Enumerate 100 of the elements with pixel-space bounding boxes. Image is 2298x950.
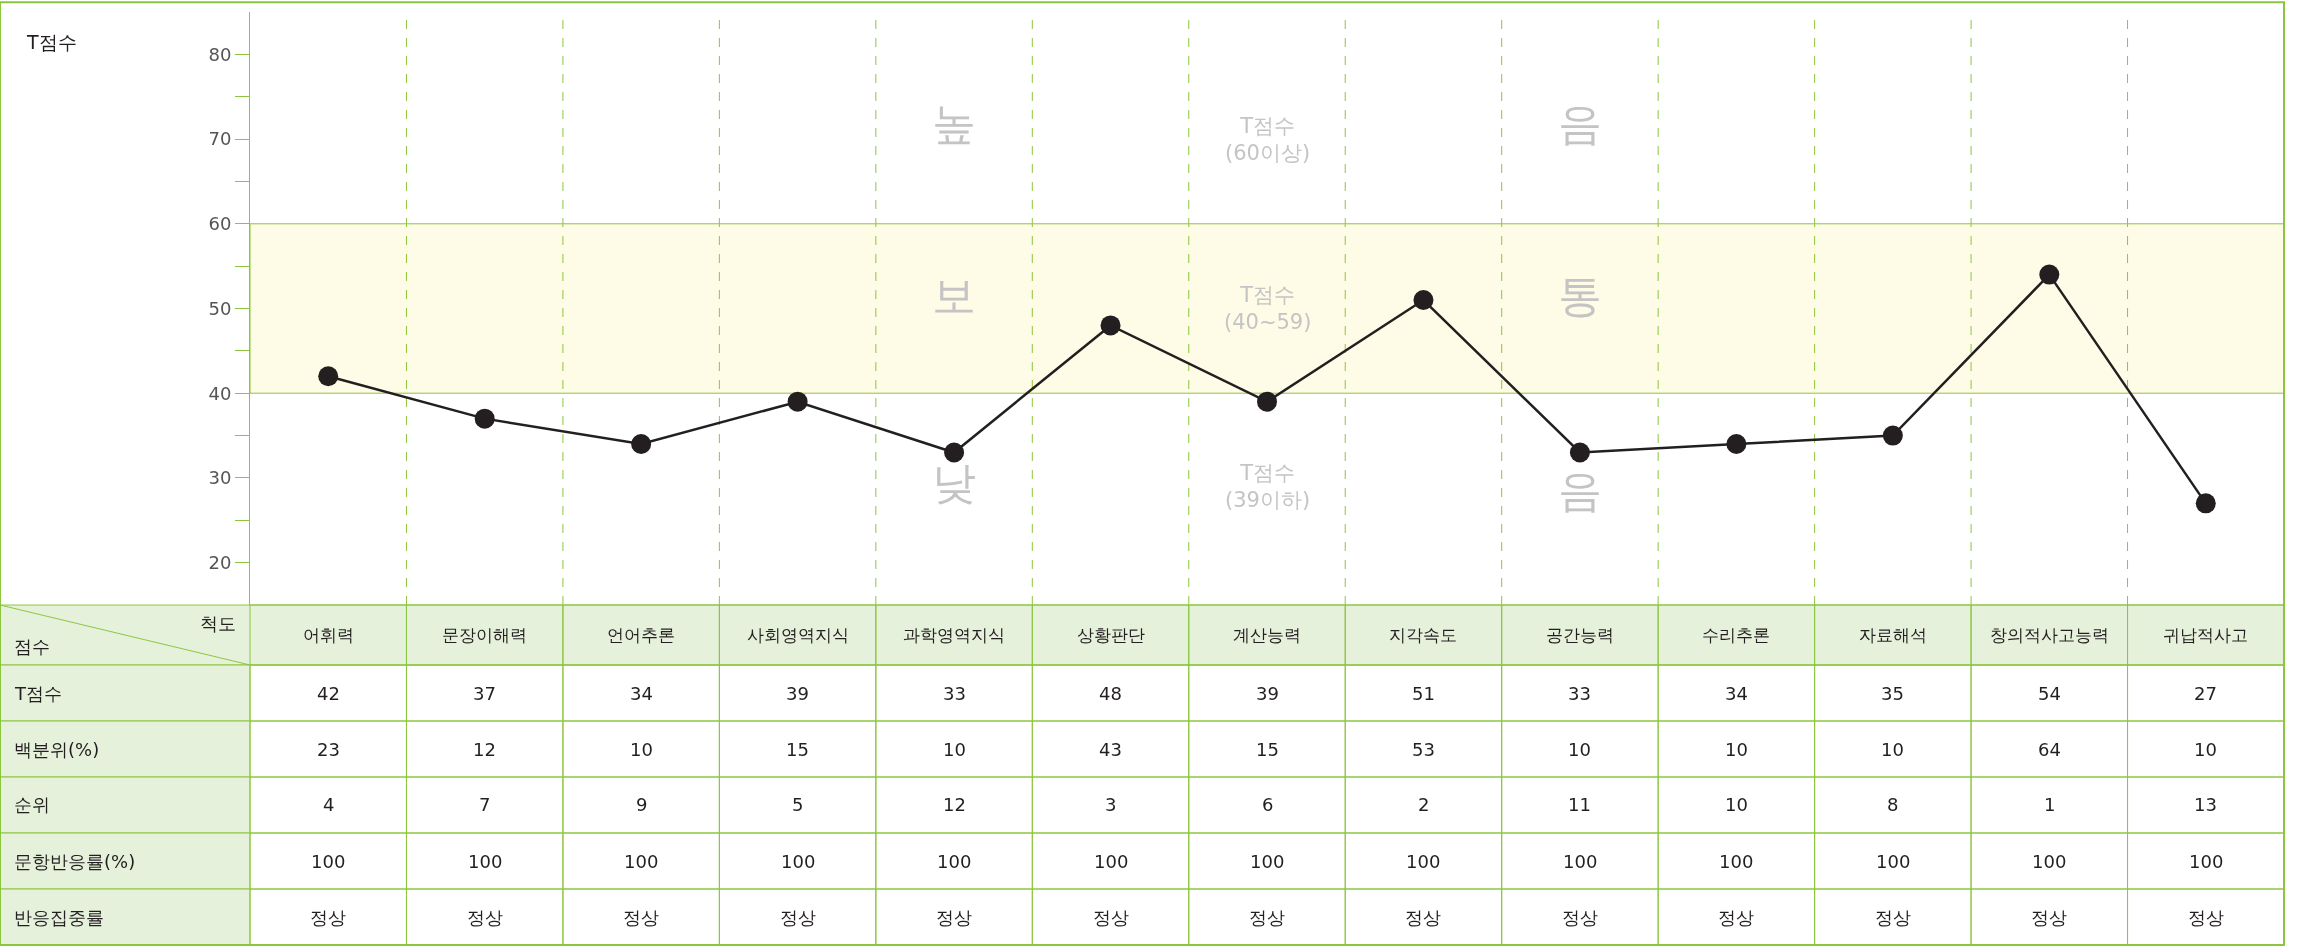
data-label: 35 — [1881, 683, 1904, 704]
category-label: 언어추론 — [607, 625, 675, 645]
text: 10 — [1725, 794, 1748, 815]
text: 정상 — [936, 907, 972, 928]
text: T점수 — [26, 31, 77, 53]
data-label: 33 — [1568, 683, 1591, 704]
text: 15 — [1256, 739, 1279, 760]
point — [631, 434, 652, 455]
text: 10 — [1568, 739, 1591, 760]
text: 정상 — [2031, 907, 2067, 928]
text: 정상 — [1562, 907, 1598, 928]
text: 정상 — [2188, 907, 2224, 928]
annotation: 낮 — [932, 457, 976, 508]
annotation: T점수 (39이하) — [1225, 461, 1311, 513]
category-label: 문장이해력 — [442, 625, 527, 645]
annotation: 음 — [1558, 98, 1602, 149]
text: 정상 — [780, 907, 816, 928]
point — [944, 442, 965, 463]
data-label: 33 — [943, 683, 966, 704]
text: 2 — [1418, 794, 1430, 815]
text: 100 — [624, 851, 659, 872]
category-label: 공간능력 — [1546, 625, 1614, 645]
point — [2195, 493, 2216, 514]
data-label: 39 — [786, 683, 809, 704]
text: 3 — [1105, 794, 1117, 815]
data-label: 34 — [1725, 683, 1748, 704]
text: 100 — [1563, 851, 1598, 872]
text: 정상 — [1405, 907, 1441, 928]
point — [474, 408, 495, 429]
y-tick-label: 60 — [208, 213, 232, 235]
data-label: 27 — [2194, 683, 2217, 704]
y-tick-label: 50 — [208, 297, 232, 319]
annotation: 보 — [932, 270, 976, 321]
text: 100 — [1094, 851, 1129, 872]
y-tick-label: 30 — [208, 467, 232, 489]
text: 64 — [2038, 739, 2061, 760]
text: 정상 — [1093, 907, 1129, 928]
data-label: 39 — [1256, 683, 1279, 704]
data-label: 37 — [473, 683, 496, 704]
text: 척도 — [200, 613, 236, 634]
text: 12 — [473, 739, 496, 760]
text: 정상 — [310, 907, 346, 928]
text: T점수 — [14, 683, 62, 704]
text: 문항반응률(%) — [14, 851, 136, 872]
text: 점수 — [14, 636, 50, 657]
data-label: 34 — [630, 683, 653, 704]
text: 정상 — [467, 907, 503, 928]
text: 10 — [2194, 739, 2217, 760]
text: 15 — [786, 739, 809, 760]
text: 100 — [1876, 851, 1911, 872]
category-label: 지각속도 — [1389, 625, 1457, 645]
data-label: 51 — [1412, 683, 1435, 704]
category-label: 수리추론 — [1702, 625, 1770, 645]
text: 43 — [1099, 739, 1122, 760]
text: 정상 — [1249, 907, 1285, 928]
text: 23 — [317, 739, 340, 760]
text: 100 — [1406, 851, 1441, 872]
annotation: 통 — [1558, 270, 1602, 321]
text: 백분위(%) — [14, 739, 100, 760]
text: 12 — [943, 794, 966, 815]
text: 13 — [2194, 794, 2217, 815]
text: 100 — [2032, 851, 2067, 872]
text: 8 — [1887, 794, 1899, 815]
text: 정상 — [1718, 907, 1754, 928]
point — [1569, 442, 1590, 463]
point — [1257, 391, 1277, 412]
text: 53 — [1412, 739, 1435, 760]
band-label: T점수 (40~59) — [1224, 283, 1312, 335]
text: 100 — [1250, 851, 1285, 872]
point — [1100, 315, 1121, 336]
category-label: 상황판단 — [1077, 625, 1145, 645]
text: 6 — [1262, 794, 1274, 815]
text: 정상 — [1875, 907, 1911, 928]
text: 10 — [1725, 739, 1748, 760]
point — [1413, 290, 1434, 311]
category-label: 자료해석 — [1859, 625, 1927, 645]
category-label: 귀납적사고 — [2163, 625, 2248, 645]
text: 정상 — [623, 907, 659, 928]
category-label: 과학영역지식 — [903, 625, 1005, 645]
annotation: 높 — [932, 98, 976, 149]
text: 순위 — [14, 794, 50, 815]
category-label: 어휘력 — [303, 625, 354, 645]
y-tick-label: 70 — [208, 128, 232, 150]
text: 5 — [792, 794, 804, 815]
annotation: 음 — [1558, 465, 1602, 516]
annotation: T점수 (60이상) — [1225, 114, 1311, 166]
point — [318, 366, 339, 387]
text: 100 — [937, 851, 972, 872]
y-tick-label: 80 — [208, 43, 232, 65]
text: 100 — [781, 851, 816, 872]
text: 11 — [1568, 794, 1591, 815]
text: 100 — [468, 851, 503, 872]
text: 반응집중률 — [14, 907, 104, 928]
text: 10 — [630, 739, 653, 760]
point — [787, 391, 808, 412]
text: 4 — [323, 794, 335, 815]
text: 10 — [1881, 739, 1904, 760]
category-label: 창의적사고능력 — [1990, 625, 2109, 645]
text: 100 — [1719, 851, 1754, 872]
text: 100 — [2189, 851, 2224, 872]
